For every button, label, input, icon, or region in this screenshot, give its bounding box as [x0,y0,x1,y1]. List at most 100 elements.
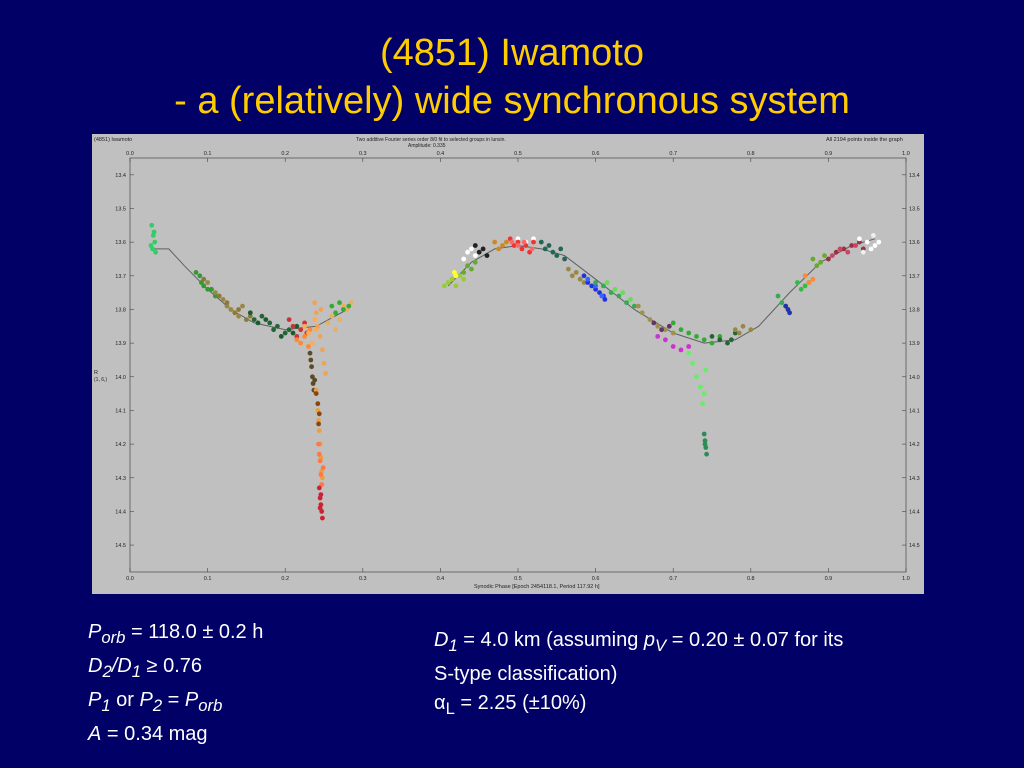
y-tick-label-right: 14.1 [909,408,920,414]
data-point [290,330,296,336]
symbol: A [88,723,102,745]
data-point [152,239,158,245]
parameters-right: D1 = 4.0 km (assuming pV = 0.20 ± 0.07 f… [434,626,843,723]
x-tick-label-bottom: 0.1 [204,576,212,582]
data-point [267,320,273,326]
y-tick-label-left: 13.9 [115,341,126,347]
data-point [465,249,470,255]
x-tick-label-bottom: 0.5 [514,576,522,582]
data-point [294,337,300,343]
data-point [717,334,723,339]
value-text: = 2.25 (±10%) [454,692,587,714]
value-text: ≥ 0.76 [141,655,203,677]
data-point [602,297,608,302]
data-point [315,401,321,407]
data-point [316,441,321,447]
data-point [725,340,730,346]
data-point [323,371,328,376]
value-text: = 0.34 mag [101,723,208,745]
data-point [531,236,536,242]
data-point [550,249,556,255]
data-point [616,293,622,299]
y-tick-label-left: 14.1 [115,408,126,414]
data-point [453,283,459,289]
data-point [655,334,661,339]
data-point [729,337,734,343]
equals-text: = [162,689,185,711]
subscript: 1 [101,696,111,715]
data-point [341,303,346,309]
data-point [521,239,527,245]
data-point [542,246,548,252]
data-point [500,243,505,248]
data-point [775,293,781,299]
y-tick-label-left: 14.3 [115,476,126,482]
symbol: α [434,692,446,714]
data-point [740,323,746,329]
data-point [686,350,692,356]
data-point [337,300,342,306]
data-point [686,344,692,349]
data-point [732,330,738,336]
data-point [577,276,583,282]
data-point [496,246,501,252]
data-point [290,323,296,329]
data-point [779,300,785,306]
data-point [849,243,855,248]
data-point [313,387,319,393]
data-point [670,344,676,349]
data-point [236,313,242,319]
data-point [247,310,253,316]
data-point [639,310,645,316]
data-point [573,270,579,275]
subscript: V [655,636,667,655]
data-point [316,485,322,491]
data-point [814,263,820,269]
x-tick-label-bottom: 0.2 [281,576,289,582]
data-point [702,441,708,447]
data-point [148,243,154,248]
data-point [585,280,591,285]
data-point [461,276,467,282]
data-point [492,239,498,245]
data-point [333,310,338,316]
data-point [449,276,455,282]
data-point [566,266,571,272]
data-point [312,300,318,306]
data-point [783,303,789,309]
data-point [259,313,265,319]
data-point [701,391,707,396]
data-point [837,246,843,252]
data-point [515,239,521,245]
subscript: 1 [448,636,458,655]
data-point [504,239,509,245]
data-point [316,418,321,423]
slide-title-line2: - a (relatively) wide synchronous system [174,80,850,122]
data-point [608,290,614,295]
symbol: P [184,689,199,711]
data-point [593,283,598,289]
y-axis-label-line1: R [94,370,98,376]
data-point [149,222,155,228]
data-point [461,270,467,275]
data-point [302,334,307,339]
y-tick-label-left: 14.0 [115,375,126,381]
data-point [151,229,157,235]
data-point [316,428,322,433]
data-point [787,310,792,316]
data-point [810,256,816,262]
data-point [472,259,478,265]
data-point [694,334,699,339]
data-point [666,323,672,329]
data-point [480,246,486,252]
data-point [864,239,870,245]
data-point [604,280,610,285]
x-tick-label-bottom: 0.6 [592,576,600,582]
data-point [717,337,723,343]
data-point [476,249,482,255]
data-point [655,323,661,329]
data-point [748,327,754,333]
plot-header-center-line1: Two additive Fourier series order 8/0 fi… [356,137,506,143]
symbol: P [88,621,102,643]
data-point [651,320,657,326]
